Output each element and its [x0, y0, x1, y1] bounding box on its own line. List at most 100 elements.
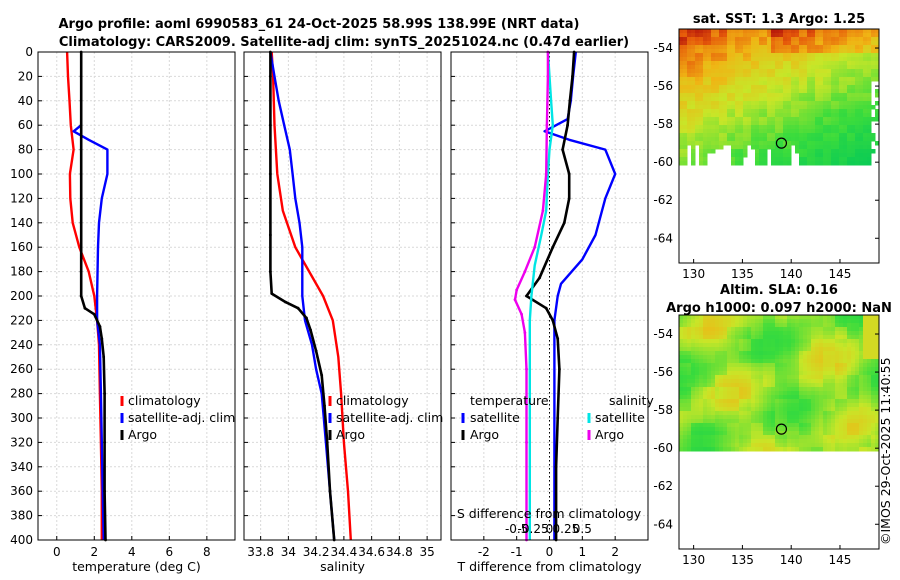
map-cell [827, 319, 832, 324]
map-cell [715, 347, 720, 352]
map-cell [799, 101, 804, 106]
y-tick-label: 300 [10, 411, 33, 425]
map-cell [751, 387, 756, 392]
map-cell [751, 61, 756, 66]
argo-sample-point [515, 288, 519, 292]
map-cell [867, 395, 872, 400]
map-cell [795, 69, 800, 74]
map-cell [723, 65, 728, 70]
map-cell [703, 153, 708, 158]
map-cell [743, 37, 748, 42]
map-cell [863, 359, 868, 364]
map-cell [747, 355, 752, 360]
map-cell [847, 411, 852, 416]
map-cell [759, 363, 764, 368]
map-cell [767, 77, 772, 82]
map-cell [767, 101, 772, 106]
map-cell [703, 97, 708, 102]
map-cell [743, 319, 748, 324]
map-cell [779, 41, 784, 46]
map-cell [859, 343, 864, 348]
map-cell [803, 41, 808, 46]
map-cell [679, 45, 684, 50]
map-cell [747, 109, 752, 114]
map-cell [751, 443, 756, 448]
map-cell [779, 73, 784, 78]
map-cell [819, 335, 824, 340]
map-cell [815, 29, 820, 34]
map-cell [759, 415, 764, 420]
s-tick-label: 0.25 [553, 522, 580, 536]
map-cell [743, 347, 748, 352]
map-cell [835, 29, 840, 34]
map-cell [687, 125, 692, 130]
map-cell [819, 49, 824, 54]
map-cell [791, 323, 796, 328]
map-cell [759, 109, 764, 114]
map-cell [795, 57, 800, 62]
map-cell [827, 439, 832, 444]
y-tick-label: -64 [653, 231, 673, 245]
map-cell [711, 375, 716, 380]
map-cell [771, 53, 776, 58]
map-cell [855, 37, 860, 42]
map-cell [703, 351, 708, 356]
map-cell [695, 343, 700, 348]
map-cell [795, 371, 800, 376]
map-cell [755, 125, 760, 130]
map-cell [863, 117, 868, 122]
map-cell [843, 153, 848, 158]
map-cell [815, 423, 820, 428]
map-cell [867, 403, 872, 408]
map-cell [691, 93, 696, 98]
salinity-frame [243, 51, 442, 541]
map-cell [771, 105, 776, 110]
map-cell [815, 133, 820, 138]
map-cell [811, 415, 816, 420]
map-cell [759, 101, 764, 106]
map-cell [779, 137, 784, 142]
map-cell [755, 77, 760, 82]
map-cell [847, 145, 852, 150]
map-cell [827, 97, 832, 102]
map-cell [863, 419, 868, 424]
map-cell [871, 423, 876, 428]
s-tick-label: -0.25 [518, 522, 549, 536]
map-cell [831, 73, 836, 78]
map-cell [755, 399, 760, 404]
map-cell [867, 145, 872, 150]
map-cell [803, 351, 808, 356]
map-cell [835, 77, 840, 82]
map-cell [699, 93, 704, 98]
map-cell [687, 375, 692, 380]
map-cell [783, 371, 788, 376]
map-cell [851, 85, 856, 90]
map-cell [727, 343, 732, 348]
map-cell [827, 407, 832, 412]
map-cell [751, 335, 756, 340]
map-cell [847, 367, 852, 372]
map-cell [727, 117, 732, 122]
map-cell [779, 125, 784, 130]
map-cell [819, 323, 824, 328]
map-cell [863, 391, 868, 396]
map-cell [839, 439, 844, 444]
map-cell [695, 137, 700, 142]
map-cell [695, 93, 700, 98]
y-tick-label: 0 [25, 45, 33, 59]
map-cell [871, 371, 876, 376]
map-cell [723, 435, 728, 440]
map-cell [695, 29, 700, 34]
map-cell [835, 81, 840, 86]
map-cell [771, 423, 776, 428]
map-cell [831, 439, 836, 444]
map-cell [831, 327, 836, 332]
map-cell [871, 149, 876, 154]
map-cell [703, 81, 708, 86]
map-cell [811, 101, 816, 106]
legend-label: Argo [595, 427, 624, 442]
map-cell [875, 93, 880, 98]
argo-sample-point [323, 404, 326, 408]
map-cell [687, 37, 692, 42]
map-cell [715, 431, 720, 436]
